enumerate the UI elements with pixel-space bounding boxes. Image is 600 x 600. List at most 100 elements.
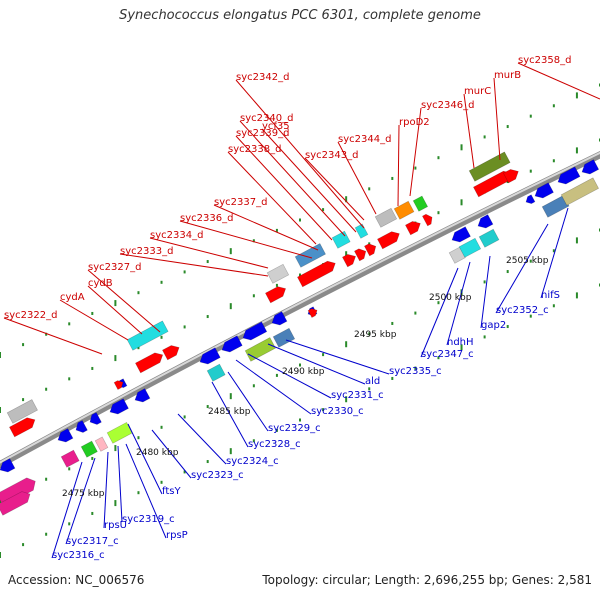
gene-label[interactable]: syc2335_c bbox=[389, 366, 442, 377]
tick-mark bbox=[368, 187, 371, 191]
ruler-label: 2480 kbp bbox=[136, 448, 179, 458]
gene-label[interactable]: syc2330_c bbox=[311, 406, 364, 417]
gene-label[interactable]: cydB bbox=[88, 278, 113, 289]
topology-summary: Topology: circular; Length: 2,696,255 bp… bbox=[262, 573, 592, 587]
gene-label[interactable]: syc2340_d bbox=[240, 113, 293, 124]
gene-label[interactable]: syc2324_c bbox=[226, 456, 279, 467]
gene-label[interactable]: syc2323_c bbox=[191, 470, 244, 481]
gene-label[interactable]: syc2338_d bbox=[228, 144, 281, 155]
gene-label[interactable]: ycf35 bbox=[262, 121, 290, 132]
tick-mark bbox=[299, 218, 301, 222]
leader-line bbox=[103, 451, 109, 529]
forward-gene-arrow bbox=[9, 417, 36, 438]
reverse-gene-box bbox=[60, 449, 80, 468]
gene-label[interactable]: syc2344_d bbox=[338, 134, 391, 145]
leader-line bbox=[119, 253, 269, 277]
tick-mark bbox=[552, 304, 555, 308]
gene-label[interactable]: ndhH bbox=[447, 337, 474, 348]
gene-label[interactable]: syc2347_c bbox=[421, 349, 474, 360]
reverse-gene-arrow bbox=[0, 458, 16, 473]
reverse-gene-arrow bbox=[199, 347, 221, 365]
gene-label[interactable]: syc2327_d bbox=[88, 262, 141, 273]
gene-label[interactable]: syc2331_c bbox=[331, 390, 384, 401]
leader-line bbox=[179, 220, 313, 259]
tick-mark bbox=[0, 552, 1, 558]
tick-mark bbox=[206, 460, 209, 464]
gene-label[interactable]: syc2319_c bbox=[122, 514, 175, 525]
leader-line bbox=[51, 461, 83, 559]
gene-label[interactable]: syc2336_d bbox=[180, 213, 233, 224]
forward-gene-arrow bbox=[377, 231, 400, 250]
leader-line bbox=[213, 204, 319, 251]
leader-line bbox=[227, 371, 269, 432]
tick-mark bbox=[160, 480, 163, 484]
gene-label[interactable]: syc2322_d bbox=[4, 310, 57, 321]
tick-mark bbox=[529, 169, 532, 173]
gene-label[interactable]: murC bbox=[464, 86, 491, 97]
gene-label[interactable]: syc2334_d bbox=[150, 230, 203, 241]
gene-label[interactable]: syc2346_d bbox=[421, 100, 474, 111]
tick-mark bbox=[345, 341, 348, 348]
genome-backbone bbox=[0, 150, 600, 469]
leader-line bbox=[149, 237, 269, 269]
tick-mark bbox=[91, 366, 94, 370]
tick-mark bbox=[460, 344, 463, 351]
reverse-gene-box bbox=[272, 327, 296, 348]
reverse-gene-box bbox=[478, 228, 500, 248]
tick-mark bbox=[575, 147, 578, 154]
gene-label[interactable]: syc2316_c bbox=[52, 550, 105, 561]
tick-mark bbox=[299, 363, 301, 367]
tick-mark bbox=[183, 325, 186, 329]
gene-label[interactable]: ald bbox=[365, 376, 380, 387]
reverse-gene-box bbox=[560, 177, 600, 206]
gene-label[interactable]: syc2317_c bbox=[66, 536, 119, 547]
gene-label[interactable]: syc2337_d bbox=[214, 197, 267, 208]
gene-label[interactable]: syc2343_d bbox=[305, 150, 358, 161]
gene-label[interactable]: ftsY bbox=[162, 486, 181, 497]
tick-mark bbox=[114, 300, 117, 307]
tick-mark bbox=[275, 428, 278, 432]
gene-label[interactable]: murB bbox=[494, 70, 521, 81]
tick-mark bbox=[45, 477, 48, 481]
gene-label[interactable]: rpsP bbox=[166, 530, 188, 541]
forward-gene-arrow bbox=[503, 169, 519, 184]
genome-backbone-highlight bbox=[0, 151, 600, 464]
tick-mark bbox=[275, 373, 278, 377]
gene-label[interactable]: cydA bbox=[60, 292, 85, 303]
reverse-gene-arrow bbox=[451, 226, 471, 243]
leader-line bbox=[125, 443, 167, 539]
ruler-label: 2490 kbp bbox=[282, 367, 325, 377]
tick-mark bbox=[252, 239, 255, 243]
gene-label[interactable]: syc2358_d bbox=[518, 55, 571, 66]
reverse-gene-arrow bbox=[534, 182, 554, 199]
gene-label[interactable]: syc2333_d bbox=[120, 246, 173, 257]
tick-mark bbox=[506, 270, 509, 274]
leader-line bbox=[480, 255, 491, 329]
gene-label[interactable]: syc2329_c bbox=[268, 423, 321, 434]
tick-mark bbox=[437, 301, 440, 305]
gene-label[interactable]: syc2339_d bbox=[236, 128, 289, 139]
tick-mark bbox=[252, 384, 255, 388]
gene-label[interactable]: gap2 bbox=[481, 320, 506, 331]
tick-mark bbox=[483, 135, 486, 139]
tick-mark bbox=[206, 260, 209, 264]
tick-mark bbox=[45, 332, 48, 336]
tick-mark bbox=[299, 418, 301, 422]
tick-mark bbox=[322, 208, 325, 212]
leader-line bbox=[235, 135, 333, 241]
gene-label[interactable]: syc2352_c bbox=[496, 305, 549, 316]
leader-line bbox=[267, 343, 366, 385]
tick-mark bbox=[45, 532, 48, 536]
tick-mark bbox=[160, 425, 163, 429]
gene-label[interactable]: rpoD2 bbox=[399, 117, 430, 128]
gene-label[interactable]: rpsU bbox=[104, 520, 127, 531]
gene-label[interactable]: syc2328_c bbox=[248, 439, 301, 450]
gene-label[interactable]: nifS bbox=[541, 290, 560, 301]
tick-mark bbox=[460, 199, 463, 206]
tick-mark bbox=[299, 273, 301, 277]
ruler-labels: 2475 kbp 2480 kbp 2485 kbp 2490 kbp 2495 kbp… bbox=[62, 256, 549, 499]
gene-label[interactable]: syc2342_d bbox=[236, 72, 289, 83]
leader-line bbox=[261, 128, 357, 233]
